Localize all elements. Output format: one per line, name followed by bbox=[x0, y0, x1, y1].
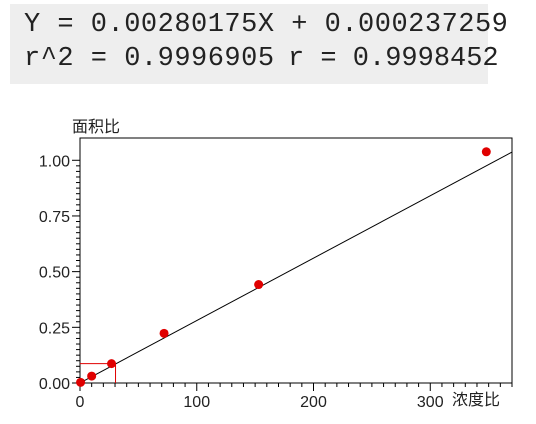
plot-frame bbox=[79, 137, 513, 384]
x-axis-label: 浓度比 bbox=[452, 391, 500, 409]
y-tick-label: 0.50 bbox=[39, 265, 70, 282]
r-value: r = 0.9998452 bbox=[288, 44, 499, 74]
r-squared: r^2 = 0.9996905 bbox=[24, 44, 275, 74]
data-point bbox=[87, 371, 97, 381]
y-axis-label: 面积比 bbox=[72, 118, 120, 136]
data-point bbox=[481, 147, 491, 157]
x-tick-label: 0 bbox=[76, 394, 85, 411]
data-point bbox=[254, 280, 264, 290]
y-tick-label: 1.00 bbox=[39, 153, 70, 170]
data-point bbox=[159, 328, 169, 338]
y-tick-label: 0.25 bbox=[39, 320, 70, 337]
y-tick-label: 0.75 bbox=[39, 209, 70, 226]
x-tick-label: 200 bbox=[300, 394, 327, 411]
x-tick-label: 300 bbox=[417, 394, 444, 411]
regression-equation: Y = 0.00280175X + 0.000237259 bbox=[24, 10, 509, 40]
y-tick-label: 0.00 bbox=[39, 376, 70, 393]
x-tick-label: 100 bbox=[183, 394, 210, 411]
data-point bbox=[76, 377, 86, 387]
plot-area: 0.00 0.25 0.50 0.75 1.00 0 100 200 300 bbox=[39, 137, 513, 411]
fit-line bbox=[79, 151, 513, 384]
equation-panel: Y = 0.00280175X + 0.000237259 r^2 = 0.99… bbox=[10, 4, 508, 84]
data-point bbox=[107, 359, 117, 369]
